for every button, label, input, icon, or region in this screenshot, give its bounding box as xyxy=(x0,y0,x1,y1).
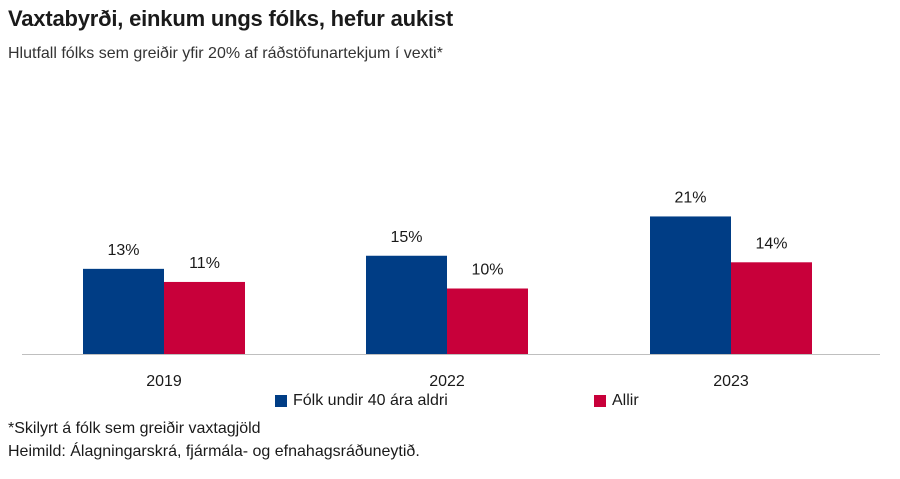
bar-2023-series-0 xyxy=(650,216,731,354)
legend-swatch-allir xyxy=(594,395,606,407)
bar-2019-series-1 xyxy=(164,281,245,354)
data-label-2023-series-1: 14% xyxy=(755,235,787,252)
bar-2019-series-0 xyxy=(83,268,164,354)
legend-label-allir: Allir xyxy=(612,392,639,409)
data-label-2019-series-1: 11% xyxy=(189,255,220,272)
legend-label-under-40: Fólk undir 40 ára aldri xyxy=(293,392,448,409)
data-label-2022-series-1: 10% xyxy=(471,262,503,279)
bar-2022-series-0 xyxy=(366,255,447,354)
data-label-2019-series-0: 13% xyxy=(107,242,139,259)
x-tick-label-2023: 2023 xyxy=(713,373,749,390)
bar-2022-series-1 xyxy=(447,288,528,354)
bar-2023-series-1 xyxy=(731,262,812,354)
x-tick-label-2019: 2019 xyxy=(146,373,182,390)
legend-item-under-40: Fólk undir 40 ára aldri xyxy=(275,392,448,410)
footnote: *Skilyrt á fólk sem greiðir vaxtagjöld xyxy=(8,420,261,437)
x-tick-label-2022: 2022 xyxy=(429,373,465,390)
source-note: Heimild: Álagningarskrá, fjármála- og ef… xyxy=(8,443,420,460)
legend-item-allir: Allir xyxy=(594,392,639,410)
legend-swatch-under-40 xyxy=(275,395,287,407)
chart-subtitle: Hlutfall fólks sem greiðir yfir 20% af r… xyxy=(8,45,443,62)
legend: Fólk undir 40 ára aldri Allir xyxy=(0,392,900,416)
data-label-2023-series-0: 21% xyxy=(674,189,706,206)
data-label-2022-series-0: 15% xyxy=(390,229,422,246)
chart-title: Vaxtabyrði, einkum ungs fólks, hefur auk… xyxy=(8,6,453,31)
